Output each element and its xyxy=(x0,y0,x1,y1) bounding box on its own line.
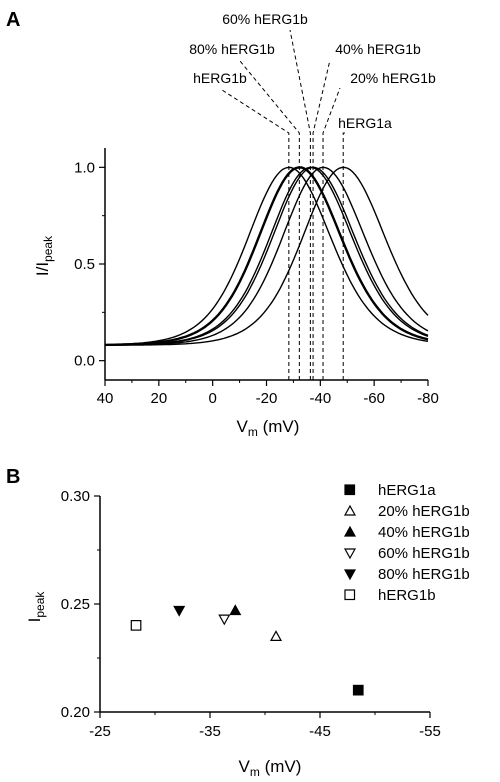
panel-b-point xyxy=(352,684,364,696)
panel-b-legend-marker xyxy=(344,484,356,496)
panel-a-x-tick-label: 20 xyxy=(150,390,167,407)
panel-a-peak-marker xyxy=(342,132,345,380)
panel-a-curve xyxy=(104,166,429,347)
panel-b-point xyxy=(269,630,283,642)
panel-a-x-tick-label: -40 xyxy=(309,390,331,407)
panel-a-chart: 40 20 0 -20 -40 -60 -80 0.0 0.5 1.0 hERG1b 80% hERG… xyxy=(74,11,439,407)
panel-b-x-tick-label: -35 xyxy=(199,723,221,740)
panel-a-peak-marker xyxy=(322,87,341,380)
panel-a-series-label: 20% hERG1b xyxy=(350,70,436,86)
panel-b-label: B xyxy=(6,466,20,488)
panel-a-peak-marker xyxy=(312,59,331,380)
panel-b-legend-label: 40% hERG1b xyxy=(378,524,470,541)
panel-a-series-label: 60% hERG1b xyxy=(222,11,308,27)
panel-a-series-label: hERG1a xyxy=(338,115,392,131)
panel-a-y-tick-label: 0.5 xyxy=(74,256,95,273)
panel-b-point xyxy=(173,605,186,617)
panel-a-x-tick-label: 40 xyxy=(97,390,114,407)
panel-b-x-tick-label: -25 xyxy=(89,723,111,740)
panel-b-y-tick-label: 0.30 xyxy=(61,488,90,505)
panel-b-point xyxy=(130,619,142,631)
panel-b-legend-marker xyxy=(343,548,357,560)
panel-b-legend-label: 80% hERG1b xyxy=(378,566,470,583)
panel-a-series-label: hERG1b xyxy=(193,70,247,86)
panel-b-legend-label: 60% hERG1b xyxy=(378,545,470,562)
panel-a-x-tick-label: -80 xyxy=(417,390,439,407)
panel-a-label: A xyxy=(6,9,20,31)
panel-b-x-tick-label: -55 xyxy=(419,723,441,740)
panel-b-legend-marker xyxy=(343,569,357,581)
panel-b-legend-marker xyxy=(344,589,356,601)
panel-b-legend-label: hERG1b xyxy=(378,587,436,604)
panel-a-x-tick-label: 0 xyxy=(208,390,216,407)
panel-b-ylabel: Ipeak xyxy=(25,591,47,623)
panel-b-legend-marker xyxy=(343,504,357,516)
panel-b-chart: -25 -35 -45 -55 0.20 0.25 0.30 hERG1a 20% hERG1b… xyxy=(61,482,470,740)
panel-a-xlabel: Vm (mV) xyxy=(237,417,300,439)
panel-a-curve xyxy=(105,166,429,346)
panel-b-y-tick-label: 0.25 xyxy=(61,596,90,613)
panel-b-legend-label: 20% hERG1b xyxy=(378,503,470,520)
panel-b-point xyxy=(229,604,242,616)
panel-b-legend-label: hERG1a xyxy=(378,482,436,499)
panel-a-x-tick-label: -20 xyxy=(256,390,278,407)
panel-a-x-tick-label: -60 xyxy=(363,390,385,407)
panel-b-x-tick-label: -45 xyxy=(309,723,331,740)
panel-a-series-label: 40% hERG1b xyxy=(335,41,421,57)
panel-b-point xyxy=(218,614,231,626)
panel-a-ylabel: I/Ipeak xyxy=(33,235,55,276)
panel-a-peak-marker xyxy=(221,89,290,380)
panel-a-y-tick-label: 1.0 xyxy=(74,159,95,176)
panel-b-y-tick-label: 0.20 xyxy=(61,704,90,721)
panel-a-series-label: 80% hERG1b xyxy=(189,41,275,57)
panel-a-peak-marker xyxy=(239,60,300,380)
panel-a-curve xyxy=(105,166,429,346)
panel-b-legend-marker xyxy=(343,525,357,537)
panel-a-peak-marker xyxy=(289,29,311,380)
panel-a-y-tick-label: 0.0 xyxy=(74,353,95,370)
panel-b-xlabel: Vm (mV) xyxy=(239,757,302,779)
